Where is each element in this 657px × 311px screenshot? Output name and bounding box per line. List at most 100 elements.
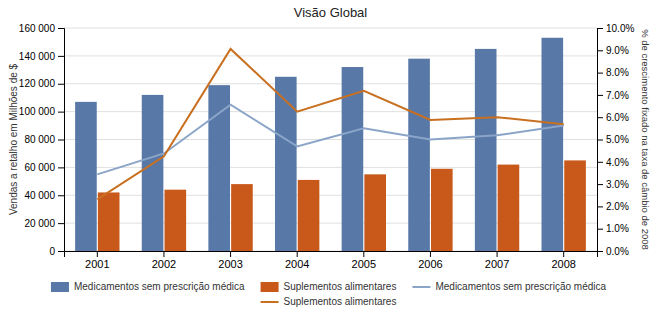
axis-line	[65, 252, 598, 258]
bar	[431, 169, 453, 251]
legend-swatch	[261, 282, 279, 292]
bar	[542, 38, 564, 251]
tick-label: 6.0%	[606, 112, 629, 123]
bar	[98, 192, 120, 251]
tick: 3.0%	[597, 179, 629, 190]
tick: 60 000	[24, 162, 64, 173]
legend-swatch	[261, 301, 279, 303]
chart: 2001 2002 2003 2004 2005 2006 2007 2008 0 20 000 4…	[0, 0, 657, 311]
y2-axis: 0.0% 1.0% 2.0% 3.0% 4.0% 5.0% 6.0% 7.0% 8.0% 9.0%…	[597, 23, 634, 257]
tick-label: 40 000	[24, 190, 55, 201]
bar	[498, 165, 520, 251]
y2-axis-title: % de crescimento fixado na taxa de câmbi…	[640, 29, 651, 250]
legend-item: Medicamentos sem prescrição médica	[412, 281, 606, 292]
tick: 160 000	[19, 23, 64, 34]
tick-label: 0	[49, 246, 55, 257]
tick-label: 3.0%	[606, 179, 629, 190]
tick-label: 10.0%	[606, 23, 634, 34]
bar	[408, 59, 430, 251]
tick-label: 100 000	[19, 106, 56, 117]
tick-label: 0.0%	[606, 246, 629, 257]
tick-label: 2003	[218, 258, 242, 270]
tick: 2003	[218, 251, 242, 270]
bar	[275, 77, 297, 251]
legend-item: Suplementos alimentares	[261, 281, 397, 292]
tick: 40 000	[24, 190, 64, 201]
tick-mark	[297, 251, 298, 257]
tick-label: 160 000	[19, 23, 56, 34]
tick: 2007	[485, 251, 509, 270]
tick-mark	[58, 28, 64, 29]
tick-label: 4.0%	[606, 157, 629, 168]
tick: 140 000	[19, 51, 64, 62]
tick: 0	[49, 246, 64, 257]
bar	[564, 160, 586, 251]
tick: 2002	[152, 251, 176, 270]
tick: 2008	[551, 251, 575, 270]
tick-label: 1.0%	[606, 223, 629, 234]
tick: 120 000	[19, 78, 64, 89]
tick-mark	[597, 251, 603, 252]
y-axis: 0 20 000 40 000 60 000 80 000 100 000 120 000 1…	[19, 23, 65, 257]
tick: 80 000	[24, 134, 64, 145]
tick-mark	[58, 223, 64, 224]
tick: 4.0%	[597, 157, 629, 168]
y-axis-title: Vendas a retalho em Milhões de $	[8, 63, 19, 215]
grid-line	[64, 83, 597, 84]
x-axis: 2001 2002 2003 2004 2005 2006 2007 2008	[65, 251, 598, 270]
tick-mark	[58, 251, 64, 252]
tick: 2005	[352, 251, 376, 270]
tick-label: 7.0%	[606, 90, 629, 101]
bar	[75, 102, 97, 251]
tick-label: 2004	[285, 258, 309, 270]
tick-mark	[597, 73, 603, 74]
tick-mark	[363, 251, 364, 257]
tick-mark	[230, 251, 231, 257]
tick: 2.0%	[597, 201, 629, 212]
tick-mark	[58, 56, 64, 57]
tick: 8.0%	[597, 67, 629, 78]
tick-mark	[597, 28, 603, 29]
legend-swatch	[412, 286, 430, 288]
legend-label: Medicamentos sem prescrição médica	[435, 281, 606, 292]
tick-mark	[597, 162, 603, 163]
tick-mark	[430, 251, 431, 257]
legend-item: Medicamentos sem prescrição médica	[51, 281, 245, 292]
tick-mark	[597, 117, 603, 118]
line	[97, 105, 563, 175]
tick: 5.0%	[597, 134, 629, 145]
tick-mark	[497, 251, 498, 257]
tick: 100 000	[19, 106, 64, 117]
legend-item: Suplementos alimentares	[261, 296, 397, 307]
bar-series	[98, 160, 586, 251]
tick-label: 2006	[418, 258, 442, 270]
tick-mark	[97, 251, 98, 257]
tick-label: 2001	[85, 258, 109, 270]
tick-mark	[58, 167, 64, 168]
tick: 6.0%	[597, 112, 629, 123]
bar	[298, 180, 320, 251]
tick-label: 2007	[485, 258, 509, 270]
legend-swatch	[51, 282, 69, 292]
bar	[364, 174, 386, 251]
tick-mark	[597, 229, 603, 230]
tick: 0.0%	[597, 246, 629, 257]
tick: 9.0%	[597, 45, 629, 56]
tick-label: 2005	[352, 258, 376, 270]
tick-mark	[58, 140, 64, 141]
tick-mark	[597, 140, 603, 141]
tick-label: 80 000	[24, 134, 55, 145]
title: Visão Global	[294, 5, 368, 20]
marks	[75, 38, 586, 251]
tick: 2004	[285, 251, 309, 270]
grid	[64, 28, 597, 251]
tick-mark	[58, 84, 64, 85]
tick-mark	[563, 251, 564, 257]
tick-label: 9.0%	[606, 45, 629, 56]
bar	[475, 49, 497, 251]
tick-mark	[597, 50, 603, 51]
tick: 20 000	[24, 218, 64, 229]
bar-series	[75, 38, 563, 251]
tick-label: 8.0%	[606, 67, 629, 78]
legend-label: Suplementos alimentares	[284, 296, 397, 307]
